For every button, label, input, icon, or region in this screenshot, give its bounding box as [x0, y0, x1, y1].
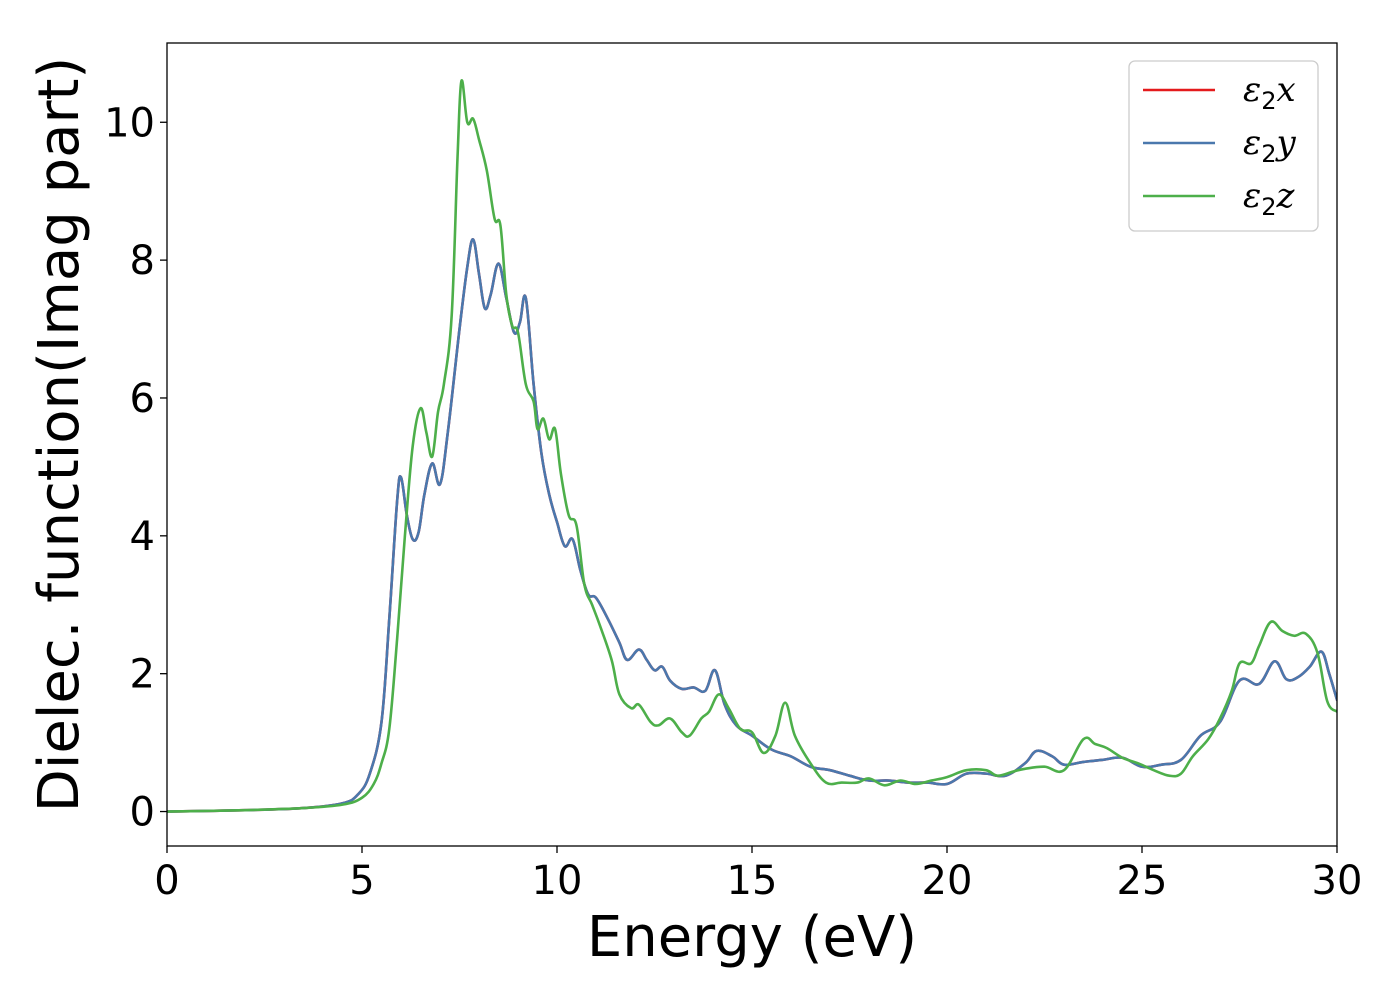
x-axis-title: Energy (eV) — [587, 905, 917, 970]
y-tick-label: 10 — [104, 100, 155, 146]
x-tick-label: 5 — [349, 858, 374, 904]
y-axis: 0 2 4 6 8 10 — [104, 100, 167, 836]
y-tick-label: 4 — [130, 514, 155, 560]
x-tick-label: 20 — [922, 858, 973, 904]
legend-label-x: ε2x — [1243, 70, 1296, 115]
plot-lines — [167, 79, 1337, 813]
y-tick-label: 6 — [130, 376, 155, 422]
x-tick-label: 30 — [1312, 858, 1363, 904]
legend-label-z: ε2z — [1243, 176, 1296, 221]
x-tick-label: 15 — [727, 858, 778, 904]
series-line-y — [167, 238, 1337, 813]
legend: ε2x ε2y ε2z — [1128, 60, 1319, 232]
series-line-z — [167, 79, 1337, 813]
series-line-x — [167, 238, 1337, 813]
x-axis: 0 5 10 15 20 25 30 — [154, 846, 1362, 904]
y-tick-label: 8 — [130, 238, 155, 284]
legend-box — [1128, 60, 1319, 232]
x-tick-label: 10 — [532, 858, 583, 904]
x-tick-label: 0 — [154, 858, 179, 904]
legend-label-y: ε2y — [1243, 123, 1297, 168]
y-axis-title: Dielec. function(Imag part) — [27, 57, 92, 813]
y-tick-label: 2 — [130, 652, 155, 698]
x-tick-label: 25 — [1117, 858, 1168, 904]
y-tick-label: 0 — [130, 790, 155, 836]
